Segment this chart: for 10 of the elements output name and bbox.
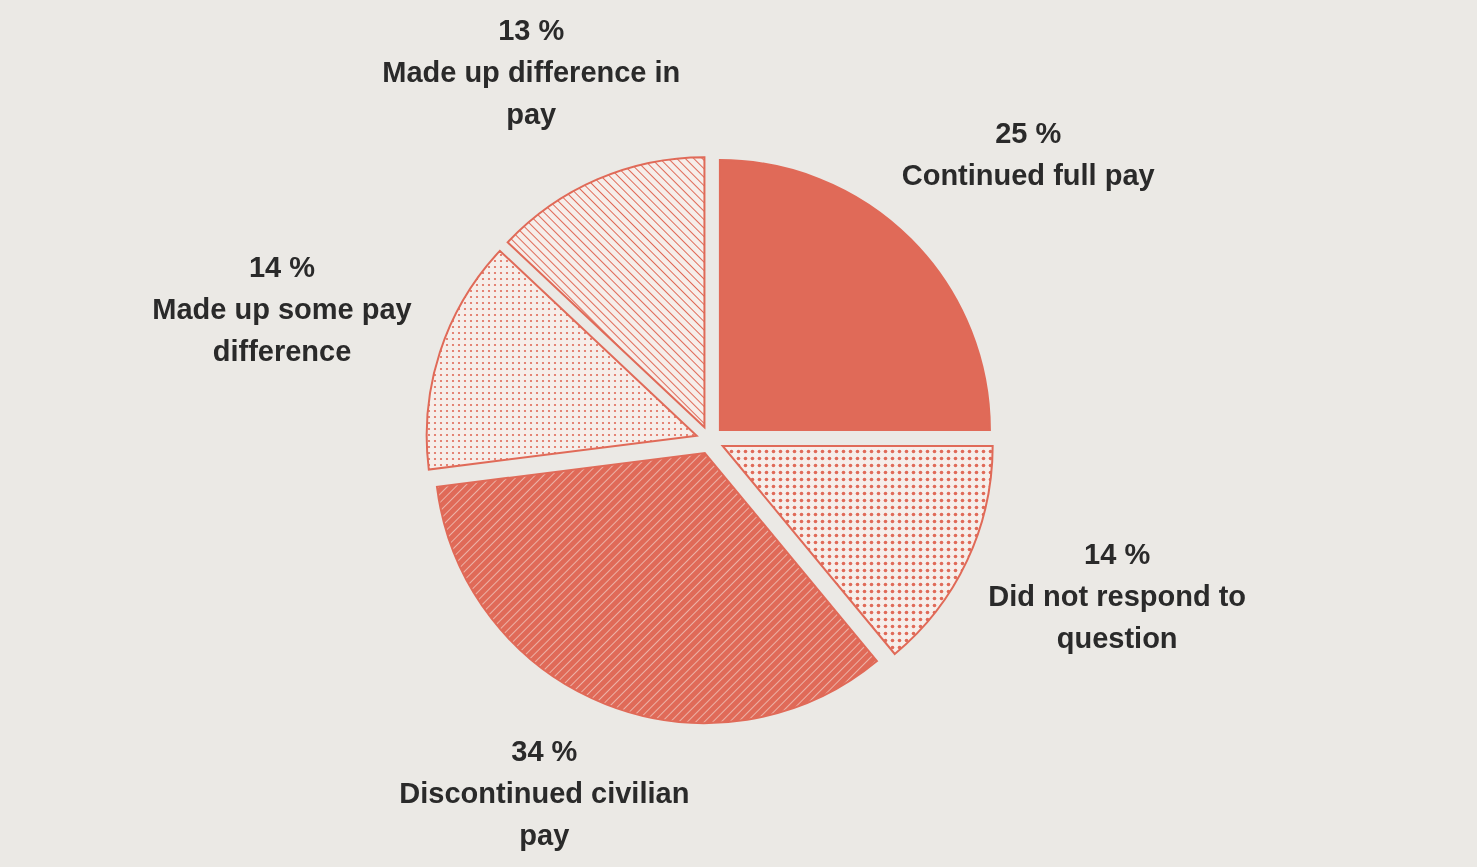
slice-label: Made up difference in pay xyxy=(382,56,681,131)
slice-label: Continued full pay xyxy=(901,159,1155,192)
data-label: 25 % xyxy=(995,117,1062,150)
data-label: 14 % xyxy=(1084,538,1151,571)
data-label: 13 % xyxy=(498,14,565,47)
slice-label: Did not respond to question xyxy=(988,580,1247,655)
data-label: 14 % xyxy=(248,251,316,284)
slice-label: Made up some pay difference xyxy=(152,293,412,368)
slice-label: Discontinued civilian pay xyxy=(399,776,690,851)
data-label: 34 % xyxy=(511,734,578,767)
